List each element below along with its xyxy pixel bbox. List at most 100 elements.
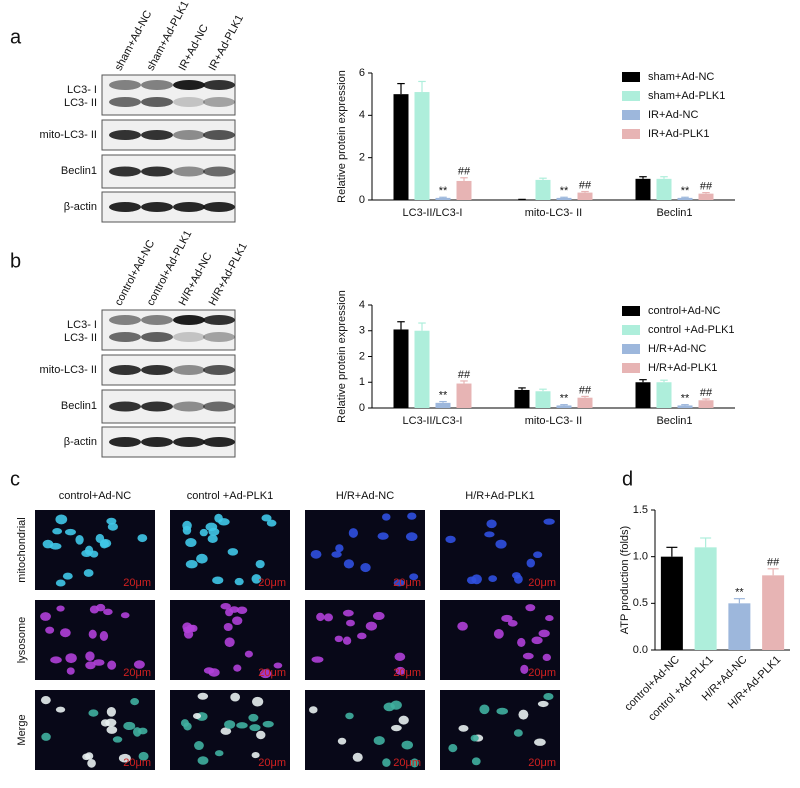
cell	[517, 638, 525, 647]
significance-mark: **	[560, 393, 569, 405]
bar	[557, 405, 572, 408]
cell	[256, 560, 265, 568]
cell	[366, 622, 377, 631]
cell	[338, 738, 346, 745]
cell	[543, 693, 553, 700]
cell	[384, 703, 395, 712]
cell	[353, 753, 363, 762]
column-header: control +Ad-PLK1	[187, 490, 274, 502]
legend-label: sham+Ad-PLK1	[648, 90, 725, 102]
y-tick-label: 4	[359, 299, 365, 311]
scale-label: 20μm	[123, 667, 151, 679]
cell	[495, 540, 506, 549]
y-tick-label: 2	[359, 152, 365, 164]
blot-band	[109, 97, 141, 107]
legend-swatch	[622, 129, 640, 139]
bar	[678, 405, 693, 408]
blot-band	[109, 437, 141, 447]
cell	[121, 612, 130, 618]
cell	[52, 528, 62, 534]
scale-label: 20μm	[258, 667, 286, 679]
bar	[657, 179, 672, 200]
legend-label: sham+Ad-NC	[648, 71, 714, 83]
scale-label: 20μm	[528, 757, 556, 769]
cell	[360, 563, 370, 572]
row-label: β-actin	[64, 436, 97, 448]
cell	[402, 741, 413, 750]
blot-band	[173, 80, 205, 90]
blot-band	[173, 365, 205, 375]
blot-band	[141, 130, 173, 140]
legend-label: IR+Ad-PLK1	[648, 128, 709, 140]
scale-label: 20μm	[258, 757, 286, 769]
legend-swatch	[622, 110, 640, 120]
cell	[494, 629, 504, 639]
cell	[349, 528, 358, 538]
significance-mark: **	[560, 185, 569, 197]
cell	[186, 560, 198, 568]
cell	[457, 622, 468, 631]
x-tick-label: LC3-II/LC3-I	[403, 207, 463, 219]
cell	[56, 707, 65, 713]
cell	[107, 707, 116, 717]
cell	[224, 720, 235, 729]
cell	[85, 651, 94, 661]
lane-label: IR+Ad-PLK1	[207, 13, 246, 73]
bar	[536, 391, 551, 408]
cell	[130, 698, 139, 705]
row-label: LC3- I	[67, 84, 97, 96]
cell	[335, 636, 343, 642]
legend-swatch	[622, 344, 640, 354]
bar	[457, 384, 472, 408]
cell	[484, 531, 494, 537]
column-header: control+Ad-NC	[59, 490, 132, 502]
scale-label: 20μm	[123, 577, 151, 589]
cell	[100, 539, 111, 548]
blot-band	[141, 97, 173, 107]
blot-band	[141, 365, 173, 375]
row-label: mito-LC3- II	[40, 129, 97, 141]
blot-band	[203, 97, 235, 107]
cell	[311, 550, 322, 559]
blot-band	[203, 202, 235, 212]
legend-label: control+Ad-NC	[648, 305, 721, 317]
cell	[41, 733, 51, 741]
cell	[218, 518, 230, 525]
cell	[373, 612, 385, 620]
blot-band	[173, 315, 205, 325]
cell	[538, 701, 549, 707]
row-label: Beclin1	[61, 165, 97, 177]
blot-band	[109, 365, 141, 375]
blot-band	[173, 97, 205, 107]
blot-band	[109, 332, 141, 342]
blot-band	[203, 315, 235, 325]
cell	[212, 577, 223, 585]
cell	[75, 535, 83, 545]
bar	[394, 329, 409, 408]
bar	[578, 193, 593, 200]
cell	[471, 574, 482, 584]
cell	[103, 609, 113, 615]
x-tick-label: Beclin1	[656, 415, 692, 427]
cell	[399, 716, 409, 725]
cell	[90, 606, 99, 614]
cell	[56, 580, 66, 587]
blot-band	[141, 402, 173, 412]
bar	[699, 400, 714, 408]
cell	[123, 722, 135, 730]
cell	[543, 519, 554, 525]
cell	[523, 653, 534, 660]
row-label: LC3- II	[64, 97, 97, 109]
row-label: Beclin1	[61, 400, 97, 412]
cell	[40, 612, 51, 621]
row-label: β-actin	[64, 201, 97, 213]
cell	[89, 630, 97, 639]
cell	[184, 629, 193, 638]
y-tick-label: 0	[359, 402, 365, 414]
cell	[545, 615, 553, 621]
cell	[100, 631, 108, 641]
blot-band	[173, 130, 205, 140]
blot-band	[173, 167, 205, 177]
cell	[378, 532, 389, 539]
blot-band	[173, 402, 205, 412]
